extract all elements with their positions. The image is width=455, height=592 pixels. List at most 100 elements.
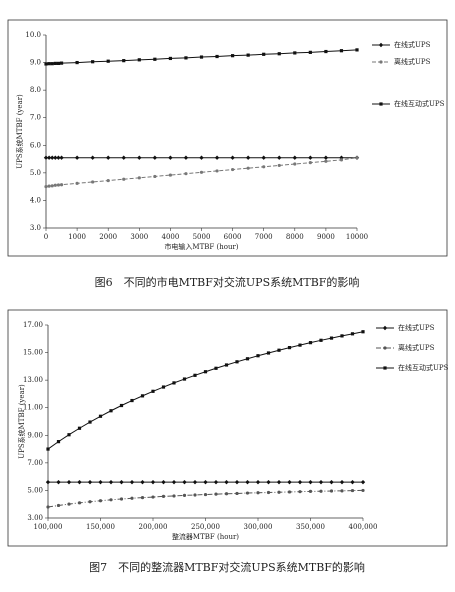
y-tick-label: 13.00: [23, 376, 43, 384]
marker: [246, 53, 250, 57]
marker: [277, 155, 282, 160]
x-tick-label: 3000: [130, 233, 148, 241]
marker: [350, 332, 355, 336]
marker: [109, 409, 113, 413]
marker: [339, 158, 344, 162]
marker: [203, 492, 208, 497]
marker: [361, 488, 365, 493]
marker: [75, 181, 79, 185]
marker: [45, 479, 51, 485]
marker: [46, 155, 52, 160]
marker: [199, 155, 204, 160]
marker: [91, 180, 95, 184]
marker: [235, 491, 239, 496]
y-axis-label: UPS系统MTBF (year): [17, 384, 26, 459]
marker: [277, 348, 281, 352]
marker: [184, 56, 188, 60]
marker: [193, 493, 197, 497]
marker: [137, 58, 141, 62]
marker: [224, 492, 229, 496]
marker: [172, 494, 176, 498]
marker: [53, 61, 57, 65]
marker: [262, 52, 266, 56]
x-tick-label: 150,000: [86, 523, 115, 531]
marker: [56, 479, 61, 485]
marker: [88, 420, 92, 424]
marker: [53, 155, 58, 160]
marker: [50, 184, 54, 188]
marker: [308, 155, 313, 160]
marker: [231, 54, 235, 58]
marker: [203, 479, 208, 485]
marker: [121, 155, 126, 160]
marker: [292, 155, 297, 160]
marker: [324, 159, 328, 163]
marker: [91, 60, 95, 64]
y-tick-label: 15.00: [23, 349, 43, 357]
x-tick-label: 5000: [193, 233, 211, 241]
marker: [153, 57, 157, 61]
marker: [67, 433, 71, 437]
marker: [90, 155, 95, 160]
y-tick-label: 6.0: [30, 141, 41, 149]
x-tick-label: 8000: [286, 233, 304, 241]
marker: [140, 495, 145, 500]
marker: [355, 48, 359, 52]
marker: [379, 60, 383, 64]
marker: [245, 491, 250, 495]
marker: [59, 183, 64, 187]
chart-frame: [7, 309, 448, 547]
marker: [172, 381, 176, 385]
marker: [224, 479, 229, 485]
marker: [245, 155, 251, 160]
marker: [119, 497, 124, 501]
marker: [59, 155, 64, 160]
marker: [256, 491, 260, 495]
marker: [98, 414, 103, 418]
legend-label: 在线互动式UPS: [394, 99, 445, 108]
marker: [355, 156, 359, 160]
x-tick-label: 250,000: [191, 523, 220, 531]
marker: [119, 479, 124, 485]
marker: [184, 172, 188, 176]
marker: [256, 354, 260, 358]
marker: [245, 357, 250, 361]
marker: [360, 479, 366, 485]
marker: [130, 398, 134, 403]
marker: [168, 56, 172, 61]
chart-frame: [7, 19, 448, 257]
marker: [47, 62, 51, 66]
marker: [122, 177, 126, 181]
marker: [261, 155, 266, 160]
y-tick-label: 17.00: [23, 321, 43, 329]
marker: [153, 174, 157, 179]
marker: [168, 173, 172, 177]
marker: [340, 489, 344, 493]
marker: [266, 490, 271, 495]
marker: [245, 479, 250, 485]
marker: [108, 479, 114, 485]
y-tick-label: 7.0: [30, 114, 41, 122]
marker: [230, 155, 235, 160]
marker: [43, 155, 49, 160]
marker: [287, 490, 292, 494]
marker: [199, 55, 204, 59]
marker: [53, 183, 57, 187]
marker: [329, 479, 334, 485]
marker: [152, 155, 158, 160]
x-axis-label: 市电输入MTBF (hour): [164, 242, 238, 251]
marker: [323, 155, 329, 160]
marker: [308, 489, 313, 493]
marker: [318, 479, 324, 485]
marker: [203, 370, 208, 374]
marker: [109, 498, 113, 502]
marker: [161, 479, 166, 485]
y-tick-label: 4.0: [30, 196, 41, 204]
x-tick-label: 350,000: [296, 523, 325, 531]
marker: [161, 494, 166, 498]
series-line: [47, 331, 364, 450]
marker: [168, 155, 173, 160]
y-tick-label: 3.00: [27, 514, 43, 522]
marker: [161, 385, 166, 389]
